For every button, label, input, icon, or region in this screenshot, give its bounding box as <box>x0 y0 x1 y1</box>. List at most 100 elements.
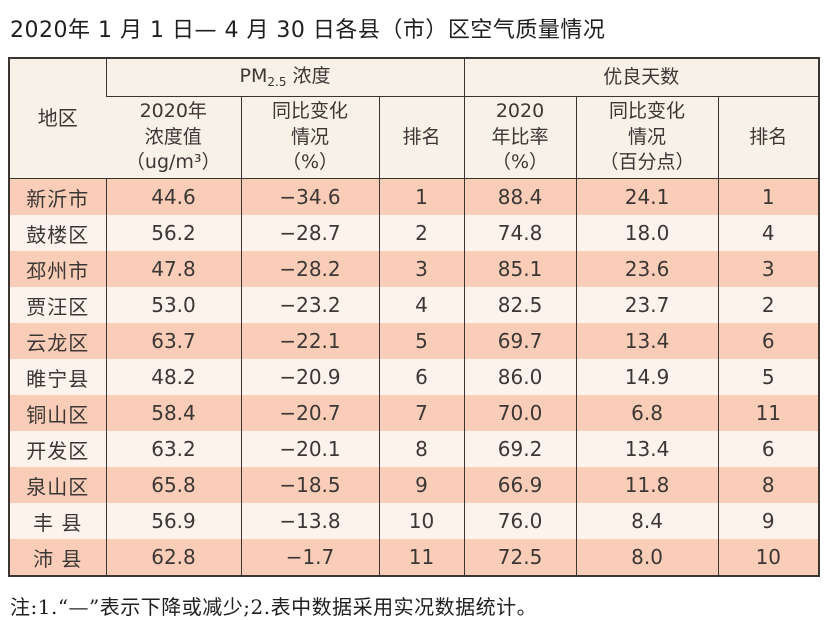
pm25-change-cell: −28.7 <box>240 215 379 251</box>
good-change-cell: 6.8 <box>575 395 719 431</box>
pm25-change-cell: −20.7 <box>240 395 379 431</box>
good-ratio-cell: 88.4 <box>463 178 577 215</box>
page-title: 2020年 1 月 1 日— 4 月 30 日各县（市）区空气质量情况 <box>10 18 606 43</box>
pm25-rank-cell: 1 <box>378 178 465 215</box>
col-header-good-ratio: 2020 年比率 （%） <box>463 96 577 179</box>
good-rank-cell: 8 <box>717 467 820 503</box>
pm25-value-cell: 63.2 <box>105 431 241 467</box>
good-change-cell: 8.0 <box>575 539 719 576</box>
good-rank-cell: 5 <box>717 359 820 395</box>
pm25-rank-cell: 3 <box>378 251 465 287</box>
good-change-cell: 11.8 <box>575 467 719 503</box>
good-rank-cell: 6 <box>717 323 820 359</box>
good-change-cell: 24.1 <box>575 178 719 215</box>
table-row: 沛 县 62.8 −1.7 11 72.5 8.0 10 <box>9 539 820 576</box>
good-rank-cell: 10 <box>717 539 820 576</box>
pm25-value-cell: 62.8 <box>105 539 241 576</box>
good-ratio-cell: 70.0 <box>463 395 577 431</box>
table-row: 新沂市 44.6 −34.6 1 88.4 24.1 1 <box>9 178 820 215</box>
good-change-cell: 13.4 <box>575 431 719 467</box>
pm25-value-cell: 65.8 <box>105 467 241 503</box>
pm25-change-cell: −22.1 <box>240 323 379 359</box>
good-rank-cell: 9 <box>717 503 820 539</box>
good-ratio-cell: 69.7 <box>463 323 577 359</box>
good-ratio-cell: 85.1 <box>463 251 577 287</box>
pm25-change-cell: −28.2 <box>240 251 379 287</box>
region-cell: 邳州市 <box>9 251 106 287</box>
table-row: 贾汪区 53.0 −23.2 4 82.5 23.7 2 <box>9 287 820 323</box>
col-header-good-rank: 排名 <box>717 96 820 179</box>
col-header-pm25-rank: 排名 <box>378 96 465 179</box>
good-ratio-cell: 72.5 <box>463 539 577 576</box>
header-sub-row: 2020年 浓度值 （ug/m³） 同比变化 情况 （%） 排名 2020 年比… <box>9 96 820 179</box>
good-ratio-cell: 66.9 <box>463 467 577 503</box>
pm25-rank-cell: 7 <box>378 395 465 431</box>
good-change-cell: 13.4 <box>575 323 719 359</box>
pm25-change-cell: −20.9 <box>240 359 379 395</box>
header-group-row: 地区 PM2.5 浓度 优良天数 <box>9 58 820 179</box>
pm25-value-cell: 44.6 <box>105 178 241 215</box>
region-cell: 新沂市 <box>9 178 106 215</box>
good-rank-cell: 4 <box>717 215 820 251</box>
pm25-rank-cell: 4 <box>378 287 465 323</box>
pm25-change-cell: −1.7 <box>240 539 379 576</box>
pm25-value-cell: 63.7 <box>105 323 241 359</box>
pm25-rank-cell: 6 <box>378 359 465 395</box>
table-row: 丰 县 56.9 −13.8 10 76.0 8.4 9 <box>9 503 820 539</box>
pm25-label-prefix: PM <box>239 65 268 88</box>
good-rank-cell: 2 <box>717 287 820 323</box>
pm25-rank-cell: 5 <box>378 323 465 359</box>
good-ratio-cell: 74.8 <box>463 215 577 251</box>
region-cell: 铜山区 <box>9 395 106 431</box>
good-change-cell: 23.7 <box>575 287 719 323</box>
pm25-value-cell: 56.2 <box>105 215 241 251</box>
region-cell: 贾汪区 <box>9 287 106 323</box>
air-quality-table: 地区 PM2.5 浓度 优良天数 2020年 浓度值 （ug/m³） 同比变化 … <box>8 57 821 577</box>
pm25-value-cell: 47.8 <box>105 251 241 287</box>
footnote: 注:1.“—”表示下降或减少;2.表中数据采用实况数据统计。 <box>10 595 538 619</box>
pm25-value-cell: 58.4 <box>105 395 241 431</box>
col-group-good-days: 优良天数 <box>463 58 820 97</box>
pm25-rank-cell: 10 <box>378 503 465 539</box>
col-header-pm25-change: 同比变化 情况 （%） <box>240 96 379 179</box>
table-row: 开发区 63.2 −20.1 8 69.2 13.4 6 <box>9 431 820 467</box>
good-rank-cell: 6 <box>717 431 820 467</box>
region-cell: 丰 县 <box>9 503 106 539</box>
pm25-rank-cell: 2 <box>378 215 465 251</box>
good-ratio-cell: 82.5 <box>463 287 577 323</box>
good-change-cell: 14.9 <box>575 359 719 395</box>
pm25-label-suffix: 浓度 <box>286 65 331 88</box>
table-row: 邳州市 47.8 −28.2 3 85.1 23.6 3 <box>9 251 820 287</box>
pm25-value-cell: 56.9 <box>105 503 241 539</box>
pm25-rank-cell: 9 <box>378 467 465 503</box>
pm25-value-cell: 48.2 <box>105 359 241 395</box>
good-rank-cell: 11 <box>717 395 820 431</box>
pm25-value-cell: 53.0 <box>105 287 241 323</box>
region-cell: 开发区 <box>9 431 106 467</box>
col-header-region: 地区 <box>9 58 106 179</box>
table-row: 云龙区 63.7 −22.1 5 69.7 13.4 6 <box>9 323 820 359</box>
pm25-rank-cell: 8 <box>378 431 465 467</box>
good-change-cell: 23.6 <box>575 251 719 287</box>
good-ratio-cell: 86.0 <box>463 359 577 395</box>
table-header: 地区 PM2.5 浓度 优良天数 2020年 浓度值 （ug/m³） 同比变化 … <box>9 58 820 179</box>
col-group-pm25: PM2.5 浓度 <box>105 58 465 97</box>
table-row: 鼓楼区 56.2 −28.7 2 74.8 18.0 4 <box>9 215 820 251</box>
region-cell: 沛 县 <box>9 539 106 576</box>
good-ratio-cell: 69.2 <box>463 431 577 467</box>
region-cell: 云龙区 <box>9 323 106 359</box>
region-cell: 泉山区 <box>9 467 106 503</box>
good-rank-cell: 1 <box>717 178 820 215</box>
good-ratio-cell: 76.0 <box>463 503 577 539</box>
pm25-label-subscript: 2.5 <box>267 75 287 90</box>
region-cell: 睢宁县 <box>9 359 106 395</box>
table-row: 睢宁县 48.2 −20.9 6 86.0 14.9 5 <box>9 359 820 395</box>
col-header-good-change: 同比变化 情况 （百分点） <box>575 96 719 179</box>
pm25-change-cell: −20.1 <box>240 431 379 467</box>
table-row: 铜山区 58.4 −20.7 7 70.0 6.8 11 <box>9 395 820 431</box>
good-rank-cell: 3 <box>717 251 820 287</box>
pm25-change-cell: −23.2 <box>240 287 379 323</box>
good-change-cell: 8.4 <box>575 503 719 539</box>
good-change-cell: 18.0 <box>575 215 719 251</box>
